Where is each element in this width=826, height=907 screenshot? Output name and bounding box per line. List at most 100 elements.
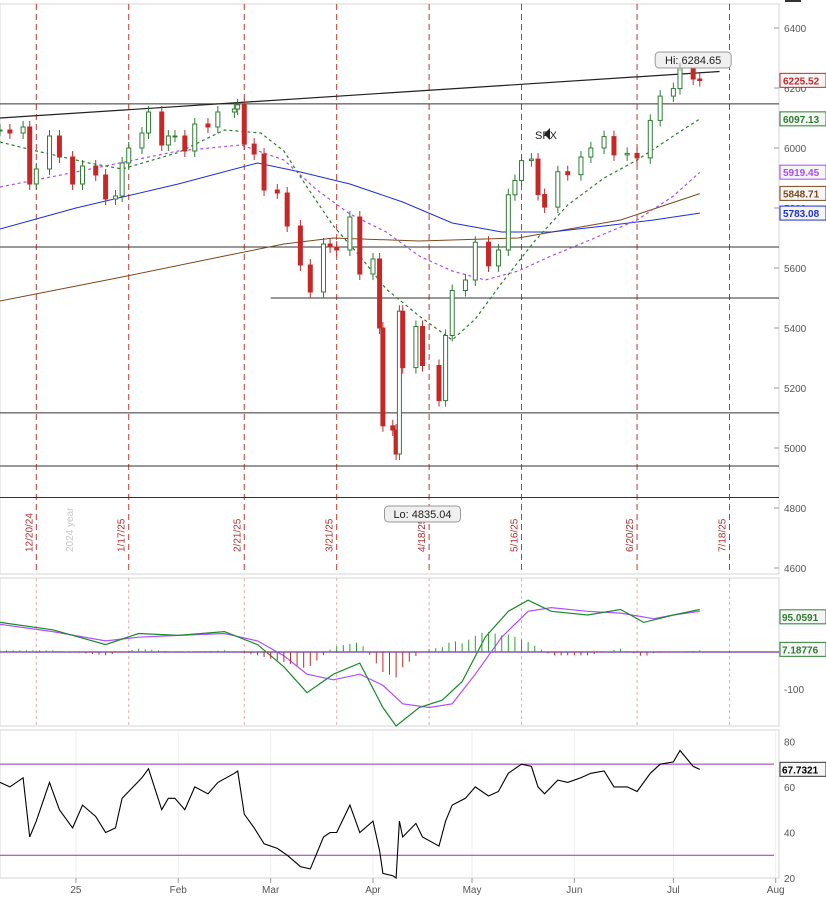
candle-body bbox=[542, 194, 548, 208]
candle-body bbox=[565, 171, 571, 176]
oscillator-badge: 95.0591 bbox=[782, 613, 819, 624]
y-tick-label: 5000 bbox=[784, 444, 807, 455]
rsi-line bbox=[0, 749, 701, 880]
candle-body bbox=[657, 95, 663, 121]
candle-body bbox=[251, 143, 257, 155]
candle-body bbox=[274, 189, 280, 194]
candle-body bbox=[146, 111, 152, 134]
y-tick-label: 5200 bbox=[784, 384, 807, 395]
cycle-line-label: 6/20/25 bbox=[625, 518, 636, 552]
candle-body bbox=[297, 225, 303, 266]
x-tick-label: May bbox=[463, 885, 482, 896]
candle-body bbox=[70, 156, 76, 185]
candle-body bbox=[113, 195, 119, 200]
candle-body bbox=[512, 179, 518, 196]
x-tick-label: 25 bbox=[70, 885, 82, 896]
candle-body bbox=[647, 119, 653, 159]
candle-body bbox=[93, 165, 99, 176]
candle-body bbox=[462, 279, 468, 291]
candle-body bbox=[80, 165, 86, 185]
candle-body bbox=[139, 132, 145, 149]
oscillator-tick-label: -100 bbox=[784, 685, 804, 696]
x-tick-label: Feb bbox=[170, 885, 188, 896]
candle-body bbox=[307, 264, 313, 293]
high-annotation-box bbox=[654, 51, 732, 69]
candle-body bbox=[231, 108, 237, 113]
last-value-badge: 6225.52 bbox=[783, 76, 820, 87]
cycle-line-label: 1/17/25 bbox=[117, 518, 128, 552]
rsi-panel-frame bbox=[0, 729, 780, 879]
moving-average-blue bbox=[0, 162, 700, 233]
price-panel-frame bbox=[0, 3, 780, 575]
x-tick-label: Apr bbox=[365, 885, 381, 896]
cycle-line-label: 4/18/25 bbox=[417, 518, 428, 552]
candle-body bbox=[103, 174, 109, 200]
candle-body bbox=[443, 335, 449, 402]
candle-body bbox=[634, 152, 640, 159]
candle-body bbox=[235, 104, 241, 110]
last-value-badge-box bbox=[779, 164, 826, 180]
low-annotation: Lo: 4835.04 bbox=[393, 509, 451, 521]
candle-body bbox=[400, 310, 406, 369]
candle-body bbox=[165, 135, 171, 146]
candle-body bbox=[119, 162, 125, 197]
rsi-badge: 67.7321 bbox=[782, 765, 819, 776]
cycle-line-label: 5/16/25 bbox=[510, 518, 521, 552]
candle-body bbox=[528, 158, 534, 162]
rsi-badge-box bbox=[779, 761, 826, 777]
last-value-badge-box bbox=[779, 205, 826, 221]
candle-body bbox=[436, 365, 442, 402]
candle-body bbox=[7, 129, 13, 134]
candle-body bbox=[380, 327, 386, 427]
candle-body bbox=[320, 243, 326, 293]
y-tick-label: 5400 bbox=[784, 324, 807, 335]
candle-body bbox=[413, 326, 419, 369]
candle-body bbox=[0, 129, 3, 132]
last-value-badge-box bbox=[779, 185, 826, 201]
moving-average-brown bbox=[0, 193, 700, 302]
menu-icon[interactable] bbox=[785, 0, 801, 2]
last-value-badge: 5848.71 bbox=[783, 189, 820, 200]
trendline bbox=[0, 70, 720, 119]
candle-body bbox=[377, 258, 383, 329]
last-value-badge: 5919.45 bbox=[783, 168, 820, 179]
oscillator-slow-line bbox=[0, 606, 700, 709]
candle-body bbox=[519, 160, 525, 181]
high-annotation: Hi: 6284.65 bbox=[665, 55, 721, 67]
candle-body bbox=[588, 147, 594, 158]
candle-body bbox=[420, 326, 426, 366]
candle-body bbox=[205, 123, 211, 128]
oscillator-badge: 7.18776 bbox=[782, 645, 819, 656]
candle-body bbox=[396, 310, 402, 455]
last-value-badge-box bbox=[779, 111, 826, 127]
candle-body bbox=[182, 135, 188, 152]
cycle-line-label: 3/21/25 bbox=[325, 518, 336, 552]
candle-body bbox=[33, 168, 39, 185]
candle-body bbox=[327, 243, 333, 248]
rsi-tick-label: 40 bbox=[784, 828, 796, 839]
candle-body bbox=[611, 136, 617, 156]
last-value-badge: 6097.13 bbox=[783, 115, 820, 126]
candle-body bbox=[449, 290, 455, 336]
oscillator-fast-line bbox=[0, 599, 700, 727]
last-value-badge: 5783.08 bbox=[783, 209, 820, 220]
x-tick-label: Mar bbox=[262, 885, 280, 896]
candle-body bbox=[334, 246, 340, 251]
candle-body bbox=[505, 194, 511, 251]
y-tick-label: 5600 bbox=[784, 264, 807, 275]
oscillator-badge-box bbox=[779, 609, 826, 625]
candle-body bbox=[126, 147, 132, 164]
x-tick-label: Jun bbox=[566, 885, 582, 896]
candle-body bbox=[486, 241, 492, 267]
candle-body bbox=[578, 156, 584, 176]
candle-body bbox=[390, 425, 396, 431]
candle-body bbox=[27, 126, 33, 185]
last-value-badge-box bbox=[779, 72, 826, 88]
candle-body bbox=[495, 249, 501, 267]
rsi-tick-label: 80 bbox=[784, 737, 796, 748]
y-tick-label: 4600 bbox=[784, 564, 807, 575]
rsi-tick-label: 20 bbox=[784, 874, 796, 885]
candle-body bbox=[555, 171, 561, 208]
